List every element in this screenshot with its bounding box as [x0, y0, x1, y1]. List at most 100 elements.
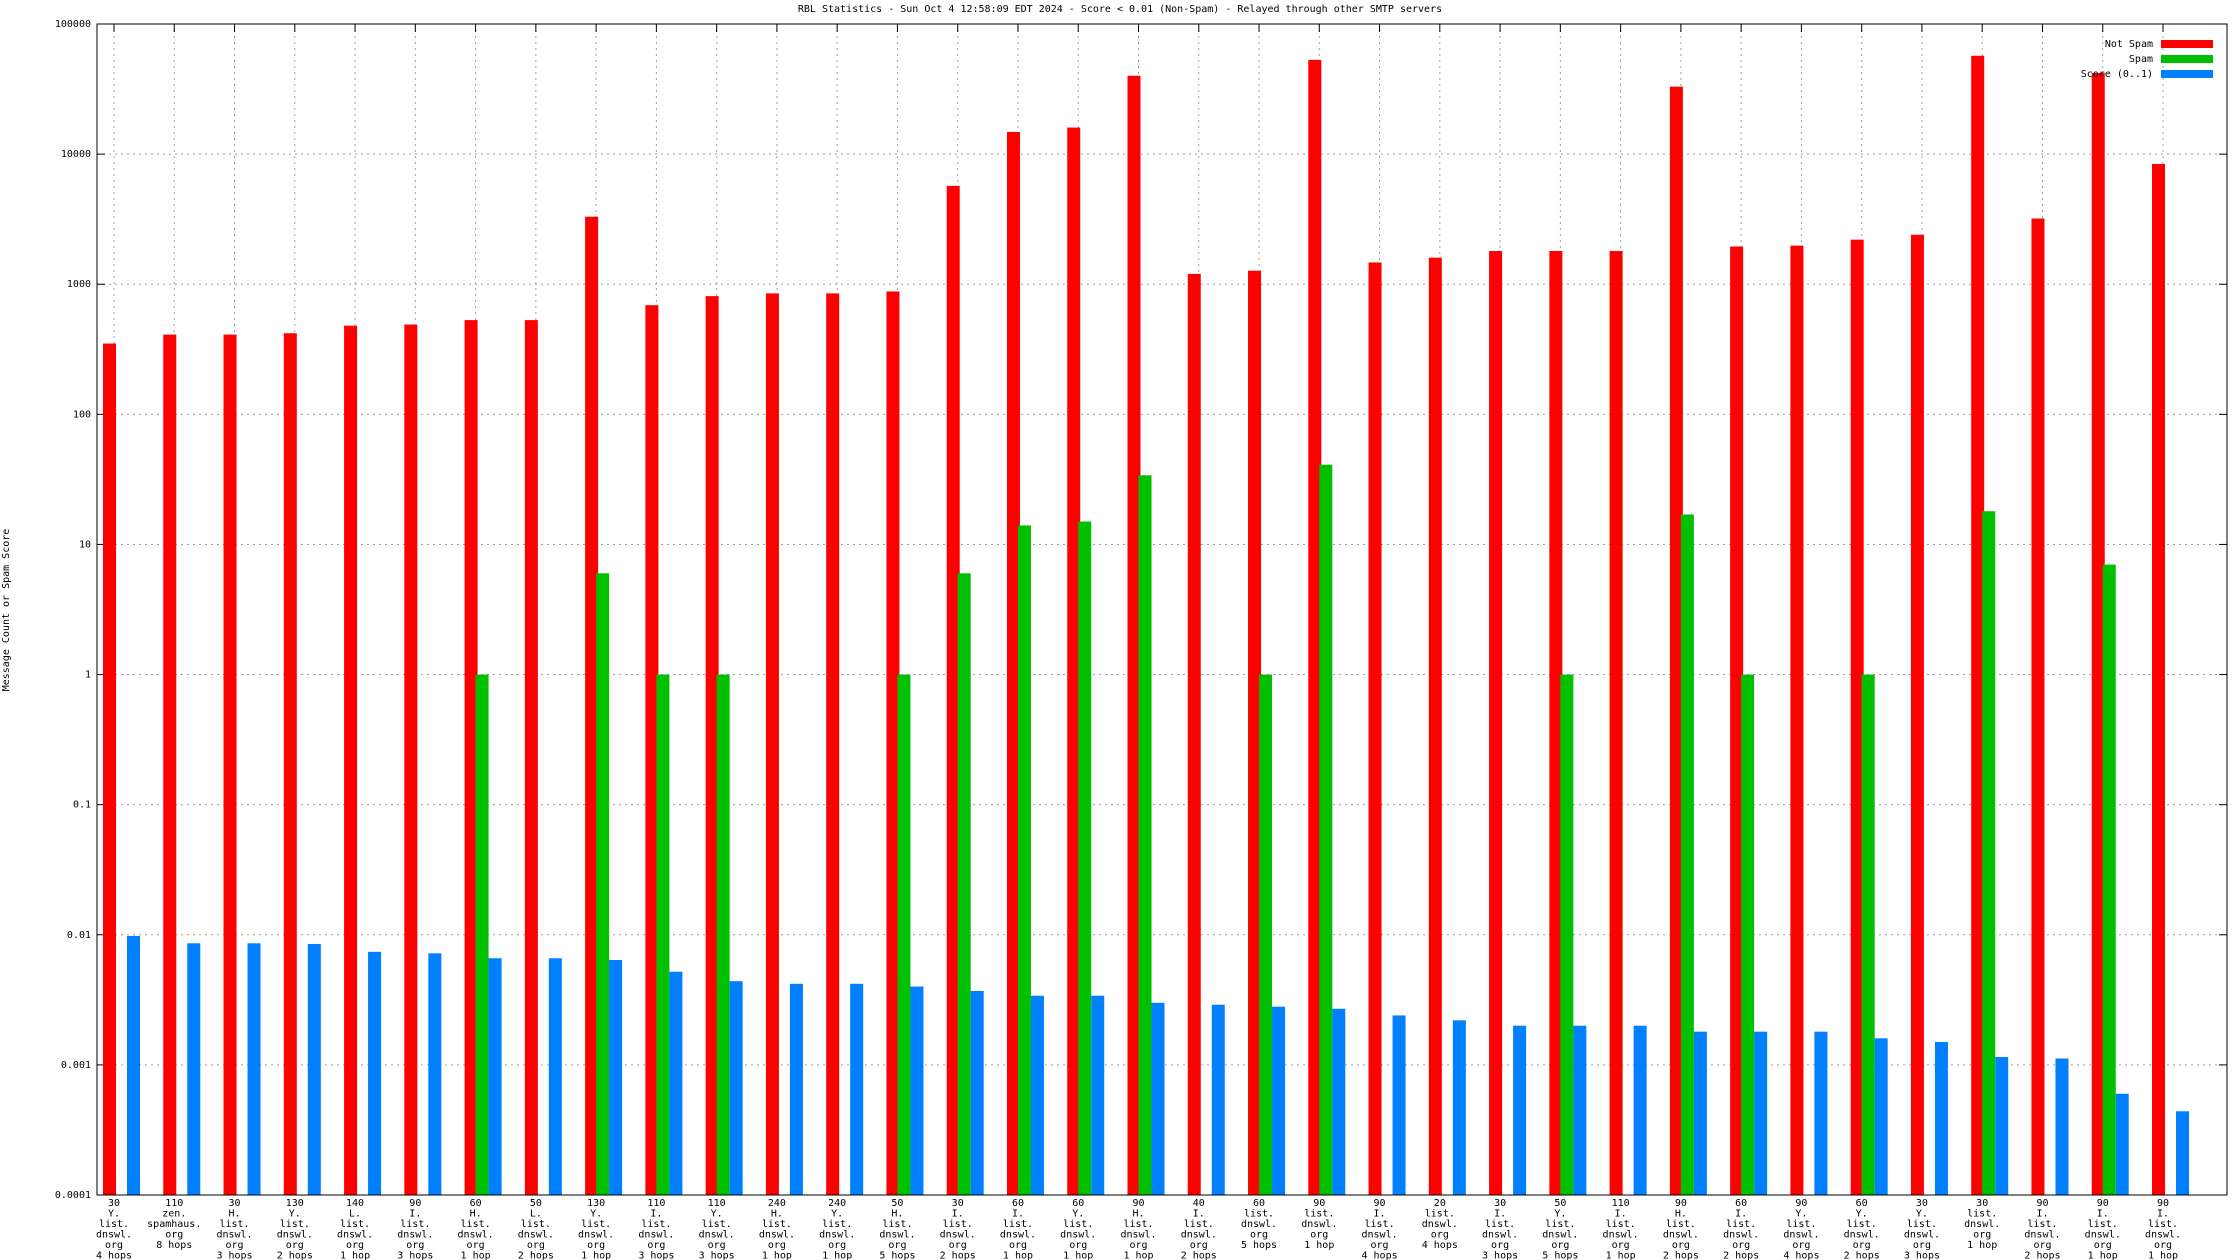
bar [2152, 163, 2165, 1195]
y-tick-label: 100000 [55, 19, 91, 30]
x-tick-label: 240 Y. list. dnswl. org 1 hop [819, 1198, 855, 1260]
bar [1332, 1008, 1346, 1195]
x-tick-label: 90 I. list. dnswl. org 3 hops [397, 1198, 433, 1260]
bar [428, 953, 442, 1195]
bar [1693, 1031, 1707, 1195]
bar [1127, 75, 1141, 1196]
bar [1741, 674, 1755, 1195]
x-tick-label: 30 I. list. dnswl. org 3 hops [1482, 1198, 1518, 1260]
bar [716, 674, 730, 1195]
x-tick-label: 130 Y. list. dnswl. org 1 hop [578, 1198, 614, 1260]
bar [1754, 1031, 1768, 1195]
bar [1609, 251, 1623, 1196]
bar [1138, 475, 1152, 1196]
bar [1308, 59, 1322, 1196]
bar [1006, 131, 1020, 1196]
bar [127, 935, 140, 1195]
bar [789, 983, 803, 1195]
plot-frame [96, 23, 2228, 1196]
bar [1850, 239, 1864, 1196]
bar [957, 573, 971, 1195]
bar [524, 320, 538, 1195]
bar [1874, 1038, 1888, 1195]
bar [223, 334, 237, 1195]
bar [669, 971, 683, 1195]
y-tick-label: 100 [73, 409, 91, 420]
y-tick-label: 0.01 [67, 930, 91, 941]
bar [1669, 86, 1683, 1195]
bar [283, 333, 297, 1195]
chart-title: RBL Statistics - Sun Oct 4 12:58:09 EDT … [798, 4, 1442, 15]
bar [103, 343, 116, 1195]
bar [1814, 1031, 1828, 1195]
bar [1248, 270, 1262, 1196]
bar [488, 958, 502, 1195]
y-tick-label: 10 [79, 539, 91, 550]
bar [163, 334, 177, 1195]
bar [897, 674, 911, 1195]
bar [475, 674, 489, 1195]
x-tick-label: 90 H. list. dnswl. org 1 hop [1120, 1198, 1156, 1260]
y-tick-label: 1 [85, 670, 91, 681]
bar [1730, 246, 1744, 1196]
bar [1067, 127, 1081, 1195]
bar [585, 216, 599, 1195]
x-tick-label: 20 list. dnswl. org 4 hops [1422, 1198, 1458, 1251]
x-tick-label: 110 Y. list. dnswl. org 3 hops [699, 1198, 735, 1260]
bar [1995, 1056, 2009, 1195]
bar [729, 981, 743, 1195]
x-tick-label: 90 I. list. dnswl. org 4 hops [1361, 1198, 1397, 1260]
bar [1982, 511, 1996, 1195]
x-tick-label: 60 I. list. dnswl. org 2 hops [1723, 1198, 1759, 1260]
x-tick-label: 30 Y. list. dnswl. org 3 hops [1904, 1198, 1940, 1260]
bar [886, 291, 900, 1195]
bar [1560, 674, 1574, 1195]
y-tick-label: 0.001 [61, 1060, 91, 1071]
bar [1187, 273, 1201, 1195]
y-tick-label: 10000 [61, 149, 91, 160]
legend-label: Score (0..1) [2081, 69, 2153, 80]
bar [1272, 1006, 1286, 1195]
bar [850, 983, 864, 1195]
x-tick-label: 110 I. list. dnswl. org 3 hops [638, 1198, 674, 1260]
bar [247, 943, 261, 1195]
bar [1452, 1020, 1466, 1195]
bar [1392, 1015, 1406, 1195]
y-tick-label: 0.1 [73, 800, 91, 811]
bar [1017, 525, 1031, 1195]
x-tick-label: 40 I. list. dnswl. org 2 hops [1181, 1198, 1217, 1260]
x-tick-label: 240 H. list. dnswl. org 1 hop [759, 1198, 795, 1260]
y-tick-label: 1000 [67, 279, 91, 290]
x-tick-label: 30 Y. list. dnswl. org 4 hops [96, 1198, 132, 1260]
bar [1489, 251, 1503, 1196]
bar [404, 324, 418, 1196]
legend-swatch [2161, 40, 2213, 48]
x-tick-label: 50 Y. list. dnswl. org 5 hops [1542, 1198, 1578, 1260]
bar [344, 325, 358, 1195]
bar [1513, 1025, 1527, 1195]
x-tick-label: 90 I. list. dnswl. org 1 hop [2145, 1198, 2181, 1260]
bar [1091, 995, 1105, 1195]
bar [464, 320, 478, 1195]
bar [1030, 995, 1044, 1195]
x-tick-label: 90 list. dnswl. org 1 hop [1301, 1198, 1337, 1251]
bar [2102, 564, 2116, 1195]
x-tick-label: 30 I. list. dnswl. org 2 hops [940, 1198, 976, 1260]
bar [946, 185, 960, 1195]
y-tick-label: 0.0001 [55, 1190, 91, 1201]
y-axis-label: Message Count or Spam Score [1, 529, 12, 692]
bar [765, 293, 779, 1195]
bar [307, 943, 321, 1195]
x-tick-label: 90 I. list. dnswl. org 2 hops [2024, 1198, 2060, 1260]
bar [1633, 1025, 1647, 1195]
bar [1971, 55, 1985, 1195]
bar [1151, 1002, 1165, 1195]
bar [656, 674, 670, 1195]
bar [1368, 262, 1382, 1195]
bar [1259, 674, 1273, 1195]
bar [1680, 514, 1694, 1195]
bar [187, 943, 201, 1195]
bar [2091, 73, 2105, 1196]
